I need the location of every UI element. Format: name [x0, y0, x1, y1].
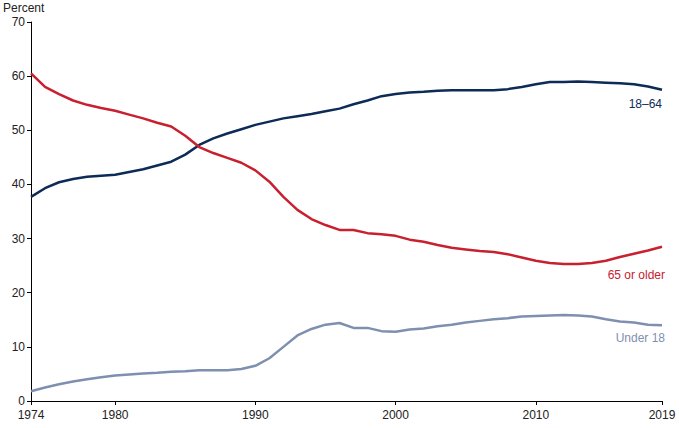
svg-text:20: 20	[12, 286, 26, 300]
svg-text:2000: 2000	[382, 408, 409, 422]
svg-text:0: 0	[18, 394, 25, 408]
svg-text:2010: 2010	[522, 408, 549, 422]
svg-text:65 or older: 65 or older	[608, 268, 665, 282]
svg-text:Percent: Percent	[3, 1, 45, 15]
svg-text:30: 30	[12, 232, 26, 246]
svg-text:1990: 1990	[242, 408, 269, 422]
svg-text:50: 50	[12, 123, 26, 137]
svg-text:1974: 1974	[18, 408, 45, 422]
svg-text:60: 60	[12, 69, 26, 83]
svg-text:Under 18: Under 18	[616, 331, 666, 345]
svg-text:2019: 2019	[649, 408, 676, 422]
svg-text:70: 70	[12, 15, 26, 29]
svg-text:40: 40	[12, 177, 26, 191]
svg-text:10: 10	[12, 340, 26, 354]
svg-text:18–64: 18–64	[629, 97, 663, 111]
svg-text:1980: 1980	[102, 408, 129, 422]
